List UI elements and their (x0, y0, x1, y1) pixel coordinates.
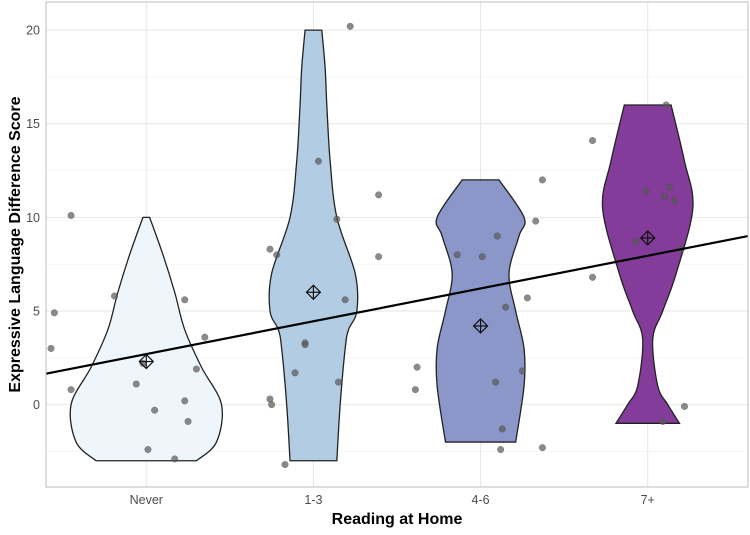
data-point (281, 460, 289, 469)
point-layer (47, 22, 689, 469)
data-point (518, 367, 526, 375)
y-tick-label: 20 (26, 24, 40, 38)
data-point (642, 187, 650, 195)
data-point (334, 378, 343, 386)
data-point (632, 238, 640, 246)
data-point (67, 386, 75, 394)
data-point (132, 380, 140, 388)
mean-marker-Never (138, 353, 155, 370)
x-tick-label: 4-6 (472, 493, 490, 507)
mean-layer (138, 230, 656, 370)
y-tick-label: 5 (33, 304, 40, 318)
data-point (192, 365, 200, 373)
data-point (680, 402, 689, 411)
violin-1-3 (268, 29, 359, 462)
data-point (411, 386, 419, 394)
data-point (266, 245, 274, 253)
y-tick-label: 15 (26, 117, 40, 131)
data-point (184, 417, 192, 426)
violin-4-6 (435, 179, 526, 443)
data-point (333, 215, 341, 223)
trend-line (45, 234, 749, 375)
data-point (502, 303, 510, 311)
data-point (201, 333, 209, 341)
data-point (268, 401, 276, 409)
data-point (144, 445, 152, 454)
data-point (659, 417, 667, 426)
data-point (181, 397, 189, 405)
data-point (341, 296, 349, 304)
y-axis-title: Expressive Language Difference Score (7, 96, 24, 392)
mean-marker-7+ (639, 230, 656, 246)
y-tick-label: 0 (33, 398, 40, 412)
data-point (538, 444, 546, 452)
data-point (523, 294, 531, 302)
data-point (110, 292, 119, 300)
data-point (291, 369, 299, 377)
data-point (670, 196, 679, 205)
data-point (662, 101, 670, 109)
data-point (589, 137, 597, 145)
y-axis-ticks: 0 5 10 15 20 (26, 24, 40, 413)
data-point (538, 176, 546, 184)
data-point (301, 341, 309, 349)
mean-marker-4-6 (472, 318, 489, 334)
data-point (478, 253, 486, 261)
data-point (67, 211, 75, 220)
data-point (273, 251, 281, 259)
data-point (589, 273, 597, 281)
data-point (497, 445, 505, 454)
panel-border (45, 1, 749, 488)
data-point (453, 251, 461, 259)
data-point (375, 253, 383, 261)
data-point (498, 425, 506, 433)
data-point (413, 363, 421, 371)
data-point (181, 296, 189, 304)
data-point (660, 193, 668, 201)
data-point (665, 183, 673, 191)
data-point (171, 455, 179, 463)
data-point (346, 22, 354, 30)
x-axis-title: Reading at Home (332, 511, 463, 528)
data-point (314, 157, 322, 165)
mean-marker-1-3 (305, 284, 322, 301)
data-point (532, 217, 540, 225)
data-point (151, 406, 159, 414)
data-point (50, 309, 58, 317)
data-point (375, 191, 383, 199)
x-tick-label: Never (130, 493, 163, 507)
x-tick-label: 7+ (641, 493, 655, 507)
x-tick-label: 1-3 (304, 493, 322, 507)
y-tick-label: 10 (26, 211, 40, 225)
data-point (47, 344, 55, 352)
x-axis-ticks: Never 1-3 4-6 7+ (130, 493, 655, 507)
data-point (492, 378, 500, 386)
data-point (493, 232, 501, 240)
trend-layer (45, 234, 749, 375)
